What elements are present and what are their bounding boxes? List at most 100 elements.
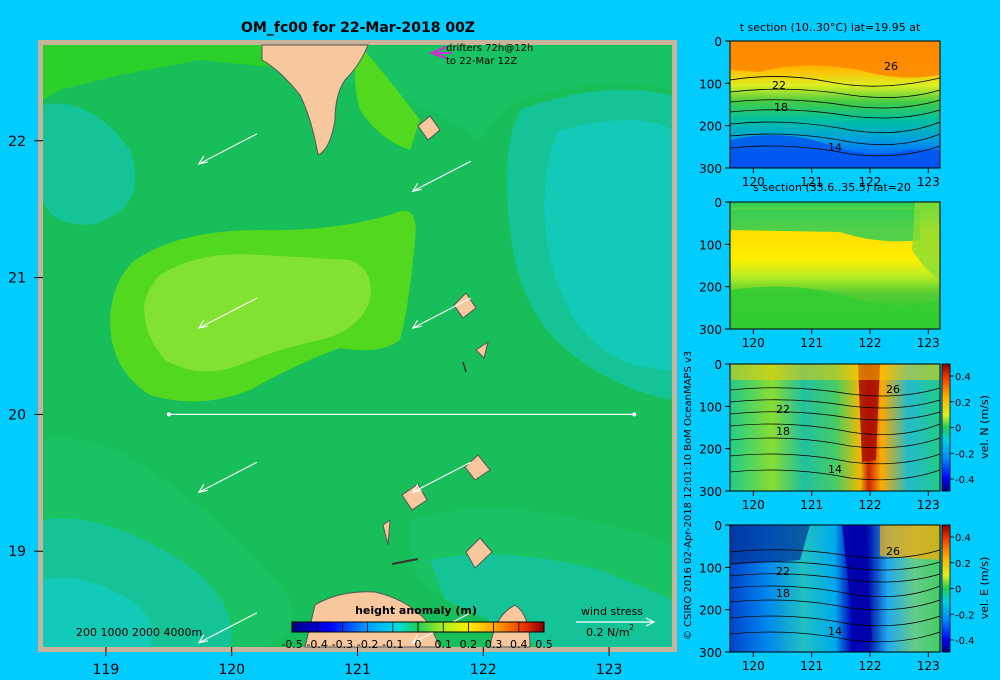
- section-y-tick-label: 200: [699, 604, 722, 618]
- section-y-tick-label: 300: [699, 646, 722, 660]
- island: [391, 558, 419, 565]
- vele-west-jet: [842, 525, 872, 645]
- section-y-tick-label: 0: [714, 358, 722, 372]
- veln-axes: 120 121 122 123 0 100 200 300: [699, 358, 940, 512]
- main-y-axis: 19 20 21 22: [8, 134, 43, 560]
- wind-vector-field: [197, 133, 471, 644]
- vel-colorbar-tick-label: 0.4: [955, 533, 971, 544]
- veln-contour-label: 14: [828, 463, 842, 476]
- wind-vector: [411, 160, 471, 193]
- colorbar-tick-label: 0.4: [510, 638, 528, 651]
- veln-surface-layer: [730, 364, 940, 380]
- section-x-tick-label: 120: [742, 175, 765, 189]
- section-y-tick-label: 200: [699, 281, 722, 295]
- colorbar-ticks: -0.5 -0.4 -0.3 -0.2 -0.1 0 0.1 0.2 0.3 0.4 0.5: [281, 622, 553, 651]
- vel-colorbar-tick-label: 0.2: [955, 559, 971, 570]
- land-taiwan: [261, 44, 369, 156]
- section-x-tick-label: 123: [917, 498, 940, 512]
- section-start-marker: [166, 412, 171, 417]
- vele-contours: [729, 549, 941, 643]
- temp-contour-label: 22: [772, 79, 786, 92]
- island: [382, 518, 391, 546]
- wind-vector: [411, 297, 471, 329]
- vel-colorbar-tick-label: 0: [955, 585, 961, 596]
- colorbar-tick-label: 0.2: [460, 638, 478, 651]
- x-tick-label: 122: [470, 662, 497, 678]
- wind-vector: [197, 297, 258, 329]
- section-x-tick-label: 123: [917, 175, 940, 189]
- contour-band: [43, 577, 153, 647]
- section-y-tick-label: 0: [714, 35, 722, 49]
- x-tick-label: 119: [93, 662, 120, 678]
- wind-vector: [197, 612, 258, 644]
- temp-contour-label: 14: [828, 141, 842, 154]
- y-tick-label: 20: [8, 407, 26, 423]
- colorbar-tick-label: -0.4: [306, 638, 327, 651]
- section-x-tick-label: 120: [742, 336, 765, 350]
- section-x-tick-label: 122: [859, 175, 882, 189]
- section-y-tick-label: 100: [699, 400, 722, 414]
- y-tick-label: 21: [8, 271, 26, 287]
- vele-surface-patch: [880, 525, 940, 560]
- section-x-tick-label: 123: [917, 336, 940, 350]
- vel-colorbar-tick-label: 0.4: [955, 372, 971, 383]
- vele-colorbar-ticks: 0.4 0.2 0 -0.2 -0.4: [950, 533, 975, 647]
- contour-band: [144, 254, 371, 372]
- section-x-tick-label: 120: [742, 498, 765, 512]
- island: [462, 361, 467, 373]
- section-end-marker: [632, 412, 637, 417]
- sal-section-frame: [729, 201, 941, 330]
- section-y-tick-label: 0: [714, 196, 722, 210]
- island: [453, 292, 477, 319]
- vel-colorbar-tick-label: 0: [955, 424, 961, 435]
- main-title: OM_fc00 for 22-Mar-2018 00Z: [241, 20, 475, 36]
- x-tick-label: 120: [218, 662, 245, 678]
- wind-stress-label: wind stress: [581, 605, 643, 618]
- vele-section-frame: [729, 524, 941, 653]
- sal-axes: 120 121 122 123 0 100 200 300: [699, 196, 940, 350]
- colorbar-tick-label: -0.1: [382, 638, 403, 651]
- vel-colorbar-tick-label: -0.2: [955, 449, 975, 460]
- sal-east-patch: [912, 202, 940, 280]
- section-x-tick-label: 121: [800, 336, 823, 350]
- veln-colorbar: [941, 363, 951, 492]
- vele-contour-label: 26: [886, 545, 900, 558]
- island: [465, 537, 493, 569]
- contour-band: [544, 120, 672, 370]
- veln-colorbar-ticks: 0.4 0.2 0 -0.2 -0.4: [950, 372, 975, 486]
- temp-contours: [729, 76, 941, 157]
- section-y-tick-label: 0: [714, 519, 722, 533]
- colorbar-tick-label: 0.1: [434, 638, 452, 651]
- colorbar-tick-label: 0.3: [485, 638, 503, 651]
- vel-colorbar-tick-label: -0.4: [955, 475, 975, 486]
- wind-scale-arrowhead-icon: [645, 617, 656, 627]
- veln-contours: [729, 387, 941, 481]
- section-y-tick-label: 300: [699, 323, 722, 337]
- colorbar-tick-label: -0.2: [357, 638, 378, 651]
- temp-section-title: t section (10..30°C) lat=19.95 at: [740, 21, 921, 34]
- colorbar-title: height anomaly (m): [355, 604, 477, 617]
- veln-north-jet: [858, 364, 880, 462]
- y-tick-label: 22: [8, 134, 26, 150]
- colorbar-tick-label: 0.5: [535, 638, 553, 651]
- wind-vector: [411, 461, 471, 494]
- island: [464, 454, 491, 481]
- temp-contour-label: 18: [774, 101, 788, 114]
- drifters-date-label: to 22-Mar 12Z: [446, 56, 517, 67]
- veln-contour-label: 22: [776, 403, 790, 416]
- section-y-tick-label: 300: [699, 485, 722, 499]
- temperature-section-panel: t section (10..30°C) lat=19.95 at 26 22 …: [699, 21, 941, 189]
- section-y-tick-label: 200: [699, 120, 722, 134]
- veln-colorbar-label: vel. N (m/s): [978, 395, 991, 459]
- temp-axes: 120 121 122 123 0 100 200 300: [699, 35, 940, 189]
- contour-band: [43, 103, 135, 225]
- veln-contour-label: 18: [776, 425, 790, 438]
- main-x-axis: 119 120 121 122 123: [93, 647, 622, 678]
- temp-section-frame: [729, 40, 941, 169]
- copyright-text: © CSIRO 2016 02-Apr-2018 12:01:10 BoM Oc…: [683, 351, 694, 640]
- vele-contour-label: 14: [828, 625, 842, 638]
- wind-vector: [197, 133, 258, 165]
